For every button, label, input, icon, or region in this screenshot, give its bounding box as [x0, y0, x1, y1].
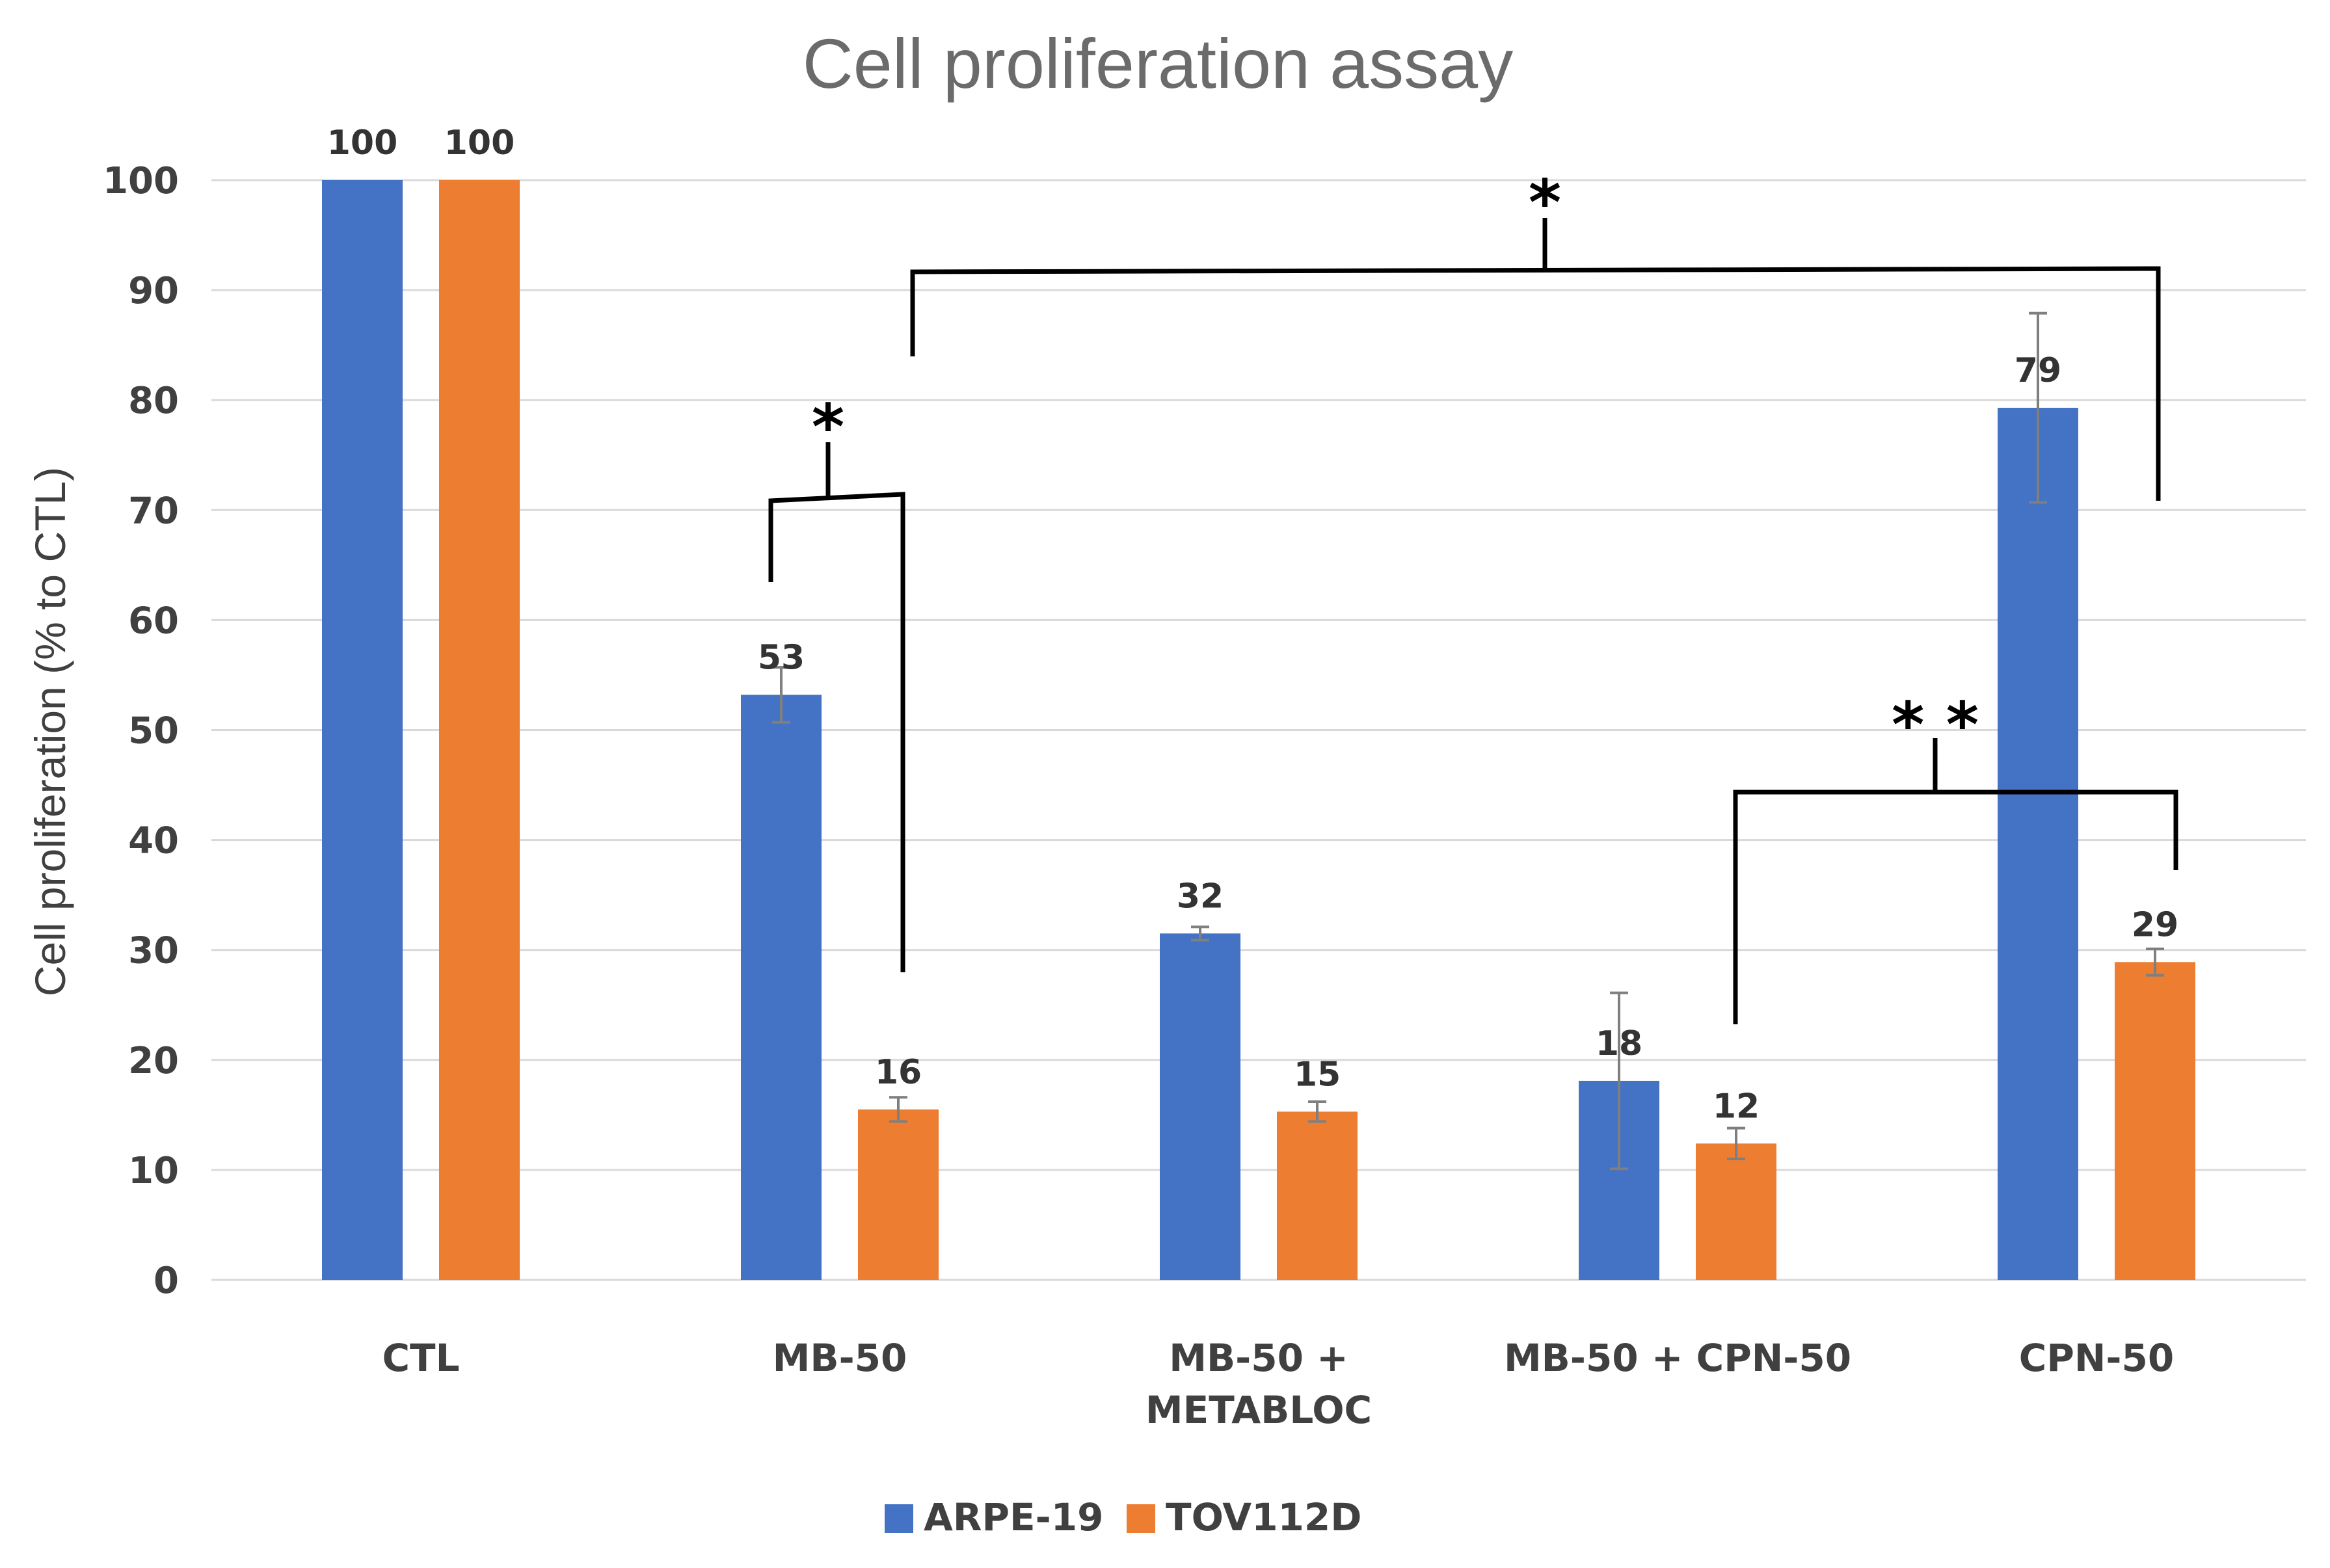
bar-tov112d-cpn-50	[2115, 962, 2195, 1280]
bracket-mb50-cpn50	[910, 266, 2161, 501]
bracket-combo-cpn50	[1733, 790, 2178, 1024]
bracket-mb50-pair	[768, 492, 905, 972]
y-tick-label-70: 70	[128, 490, 179, 532]
data-label-tov112d-cpn-50: 29	[2132, 905, 2178, 944]
legend-swatch-arpe-19	[885, 1504, 913, 1533]
data-label-arpe-19-mb-50: 53	[758, 638, 805, 677]
gridlines	[211, 179, 2306, 1281]
category-line: CPN-50	[2019, 1336, 2174, 1380]
x-axis-categories: CTL MB-50 MB-50 + METABLOC MB-50 + CPN-50 CPN…	[382, 1336, 2174, 1432]
bar-arpe-19-mb-50	[741, 695, 822, 1280]
bar-tov112d-ctl	[439, 180, 520, 1280]
bar-arpe-19-ctl	[322, 180, 403, 1280]
data-label-tov112d-mb-50: 16	[875, 1053, 922, 1092]
legend-label-arpe-19: ARPE-19	[924, 1495, 1103, 1539]
data-label-arpe-19-mb-50-cpn-50: 18	[1596, 1024, 1642, 1063]
data-label-arpe-19-cpn-50: 79	[2015, 351, 2061, 390]
legend-label-tov112d: TOV112D	[1166, 1495, 1361, 1539]
significance-brackets: * * * *	[768, 166, 2178, 1024]
category-label-mb-50: MB-50	[773, 1336, 907, 1380]
y-axis-ticks: 0 10 20 30 40 50 60 70 80 90 100	[103, 160, 179, 1302]
y-tick-label-10: 10	[128, 1150, 179, 1192]
category-label-ctl: CTL	[382, 1336, 459, 1380]
y-tick-label-80: 80	[128, 380, 179, 422]
bar-arpe-19-cpn-50	[1998, 408, 2078, 1280]
bar-arpe-19-mb-50-metabloc	[1160, 933, 1240, 1280]
error-bars	[772, 312, 2164, 1171]
y-tick-label-90: 90	[128, 270, 179, 312]
significance-mark-combo-cpn50: * *	[1892, 689, 1979, 762]
y-tick-label-30: 30	[128, 930, 179, 972]
legend: ARPE-19 TOV112D	[885, 1495, 1361, 1539]
data-label-tov112d-mb-50-cpn-50: 12	[1713, 1087, 1760, 1126]
y-tick-label-40: 40	[128, 820, 179, 862]
chart-title: Cell proliferation assay	[803, 24, 1514, 103]
category-line: MB-50 +	[1169, 1336, 1348, 1380]
y-tick-label-0: 0	[154, 1260, 179, 1302]
category-line: METABLOC	[1145, 1388, 1372, 1432]
y-tick-label-50: 50	[128, 710, 179, 752]
bar-tov112d-mb-50-metabloc	[1277, 1111, 1358, 1280]
data-label-arpe-19-ctl: 100	[327, 124, 398, 163]
category-line: MB-50 + CPN-50	[1504, 1336, 1851, 1380]
significance-mark-mb50-pair: *	[812, 391, 844, 464]
data-label-tov112d-ctl: 100	[444, 124, 515, 163]
significance-mark-mb50-cpn50: *	[1529, 166, 1561, 239]
data-labels: 100 100 53 16 32 15 18 12 79 29	[327, 124, 2178, 1126]
category-line: CTL	[382, 1336, 459, 1380]
legend-swatch-tov112d	[1127, 1504, 1155, 1533]
y-tick-label-20: 20	[128, 1040, 179, 1082]
y-tick-label-100: 100	[103, 160, 179, 202]
category-label-cpn-50: CPN-50	[2019, 1336, 2174, 1380]
data-label-arpe-19-mb-50-metabloc: 32	[1177, 877, 1224, 916]
bar-tov112d-mb-50-cpn-50	[1696, 1143, 1776, 1280]
category-label-mb-50-metabloc: MB-50 + METABLOC	[1145, 1336, 1372, 1432]
data-label-tov112d-mb-50-metabloc: 15	[1294, 1055, 1341, 1094]
y-axis-label: Cell proliferation (% to CTL)	[26, 467, 74, 996]
bars	[322, 180, 2195, 1280]
category-label-mb-50-cpn-50: MB-50 + CPN-50	[1504, 1336, 1851, 1380]
category-line: MB-50	[773, 1336, 907, 1380]
y-tick-label-60: 60	[128, 600, 179, 642]
bar-tov112d-mb-50	[858, 1109, 939, 1280]
